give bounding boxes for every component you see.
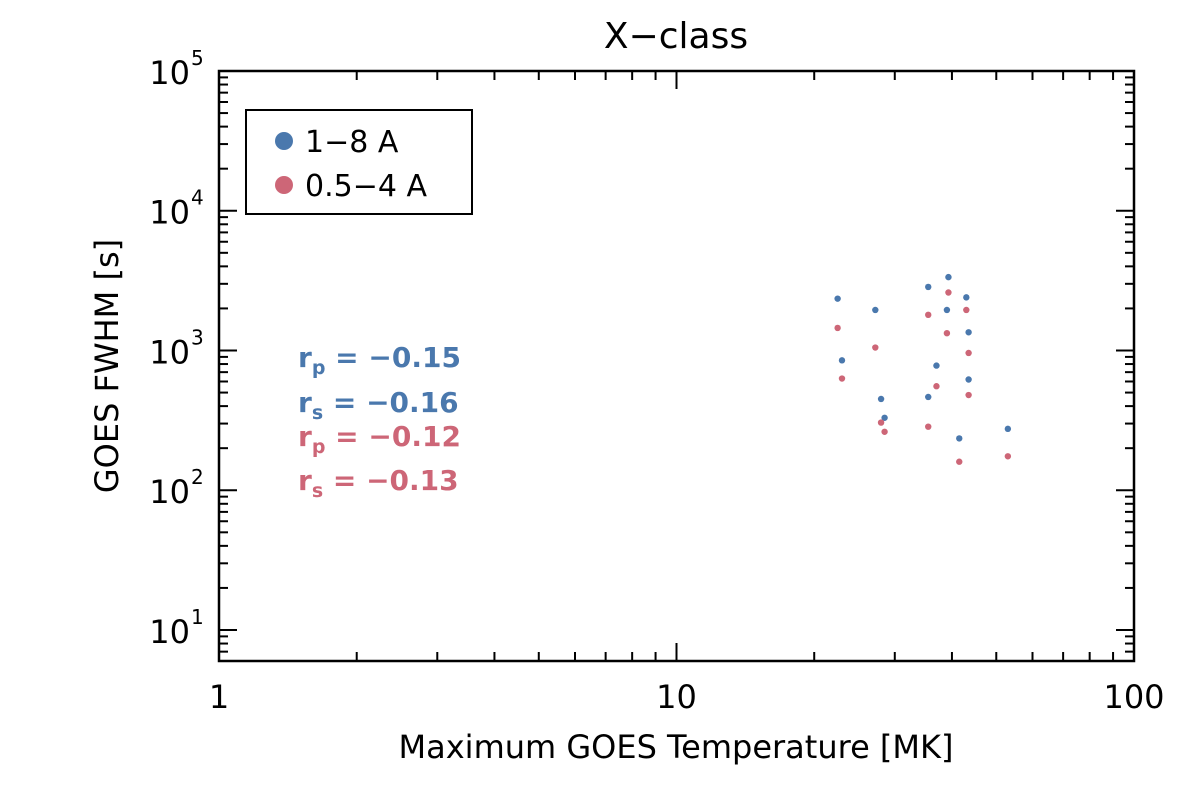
legend-box (245, 109, 473, 215)
x-axis-label: Maximum GOES Temperature [MK] (399, 728, 954, 766)
y-tick-label-base: 10 (149, 54, 190, 92)
x-tick-label: 10 (656, 678, 697, 716)
annotation-subscript: p (312, 357, 326, 379)
y-tick-label: 10 3 (149, 325, 203, 371)
point-1-8a (925, 283, 932, 291)
point-1-8a (877, 395, 885, 403)
point-1-8a (965, 376, 972, 383)
point-1-8a (925, 393, 932, 401)
correlation-annotation: rs = −0.16 (298, 386, 459, 424)
data-points (834, 273, 1012, 465)
annotation-value: = −0.12 (325, 420, 461, 453)
annotation-var: r (298, 464, 312, 497)
correlation-annotation: rs = −0.13 (298, 464, 459, 502)
y-axis-label: GOES FWHM [s] (88, 239, 126, 493)
point-0-5-4a (881, 428, 888, 435)
point-1-8a (881, 414, 888, 421)
y-tick-label-base: 10 (149, 473, 190, 511)
y-tick-label-exponent: 1 (191, 605, 204, 629)
point-0-5-4a (925, 311, 932, 319)
annotation-var: r (298, 386, 312, 419)
point-1-8a (838, 357, 846, 364)
point-1-8a (1004, 425, 1012, 433)
point-1-8a (943, 306, 951, 314)
point-1-8a (963, 294, 970, 301)
y-tick-label-base: 10 (149, 333, 190, 371)
y-tick-label: 10 4 (149, 186, 203, 232)
y-tick-label-base: 10 (149, 613, 190, 651)
point-0-5-4a (945, 289, 952, 296)
point-0-5-4a (963, 306, 970, 314)
y-tick-label-exponent: 2 (191, 465, 204, 489)
x-tick-label: 100 (1103, 678, 1164, 716)
point-1-8a (872, 306, 879, 314)
legend-marker-1-8a (275, 132, 293, 150)
y-tick-label: 10 5 (149, 46, 203, 92)
point-1-8a (956, 435, 963, 442)
y-tick-label-exponent: 4 (191, 186, 204, 210)
y-tick-label-exponent: 5 (191, 46, 204, 70)
point-0-5-4a (933, 383, 940, 390)
annotation-subscript: p (312, 436, 326, 458)
annotation-subscript: s (312, 402, 323, 424)
annotation-value: = −0.13 (323, 464, 459, 497)
correlation-annotation: rp = −0.15 (298, 341, 461, 379)
point-0-5-4a (872, 344, 879, 351)
point-1-8a (834, 295, 841, 302)
chart-title: X−class (604, 16, 748, 57)
plot-frame (217, 69, 1136, 663)
x-tick-labels: 1 10 100 (209, 678, 1165, 716)
annotation-var: r (298, 420, 312, 453)
y-tick-label: 10 1 (149, 605, 203, 651)
point-0-5-4a (965, 391, 972, 399)
y-tick-label-exponent: 3 (191, 325, 204, 349)
point-0-5-4a (838, 375, 846, 382)
annotation-value: = −0.15 (325, 341, 461, 374)
annotation-value: = −0.16 (323, 386, 459, 419)
y-tick-label-base: 10 (149, 194, 190, 232)
legend-marker-0-5-4a (275, 176, 293, 194)
point-0-5-4a (877, 419, 885, 426)
point-0-5-4a (943, 329, 951, 337)
point-0-5-4a (1004, 453, 1012, 460)
point-0-5-4a (834, 324, 841, 332)
annotation-var: r (298, 341, 312, 374)
point-1-8a (933, 362, 940, 369)
point-0-5-4a (925, 423, 932, 430)
point-1-8a (965, 329, 972, 336)
legend-label-1-8a: 1−8 A (305, 125, 399, 160)
legend: 1−8 A 0.5−4 A (245, 109, 473, 215)
y-tick-label: 10 2 (149, 465, 203, 511)
point-0-5-4a (965, 349, 972, 357)
point-1-8a (945, 273, 952, 281)
x-tick-label: 1 (209, 678, 229, 716)
correlation-annotation: rp = −0.12 (298, 420, 461, 458)
annotation-subscript: s (312, 480, 323, 502)
legend-label-0-5-4a: 0.5−4 A (305, 169, 427, 204)
point-0-5-4a (956, 458, 963, 465)
